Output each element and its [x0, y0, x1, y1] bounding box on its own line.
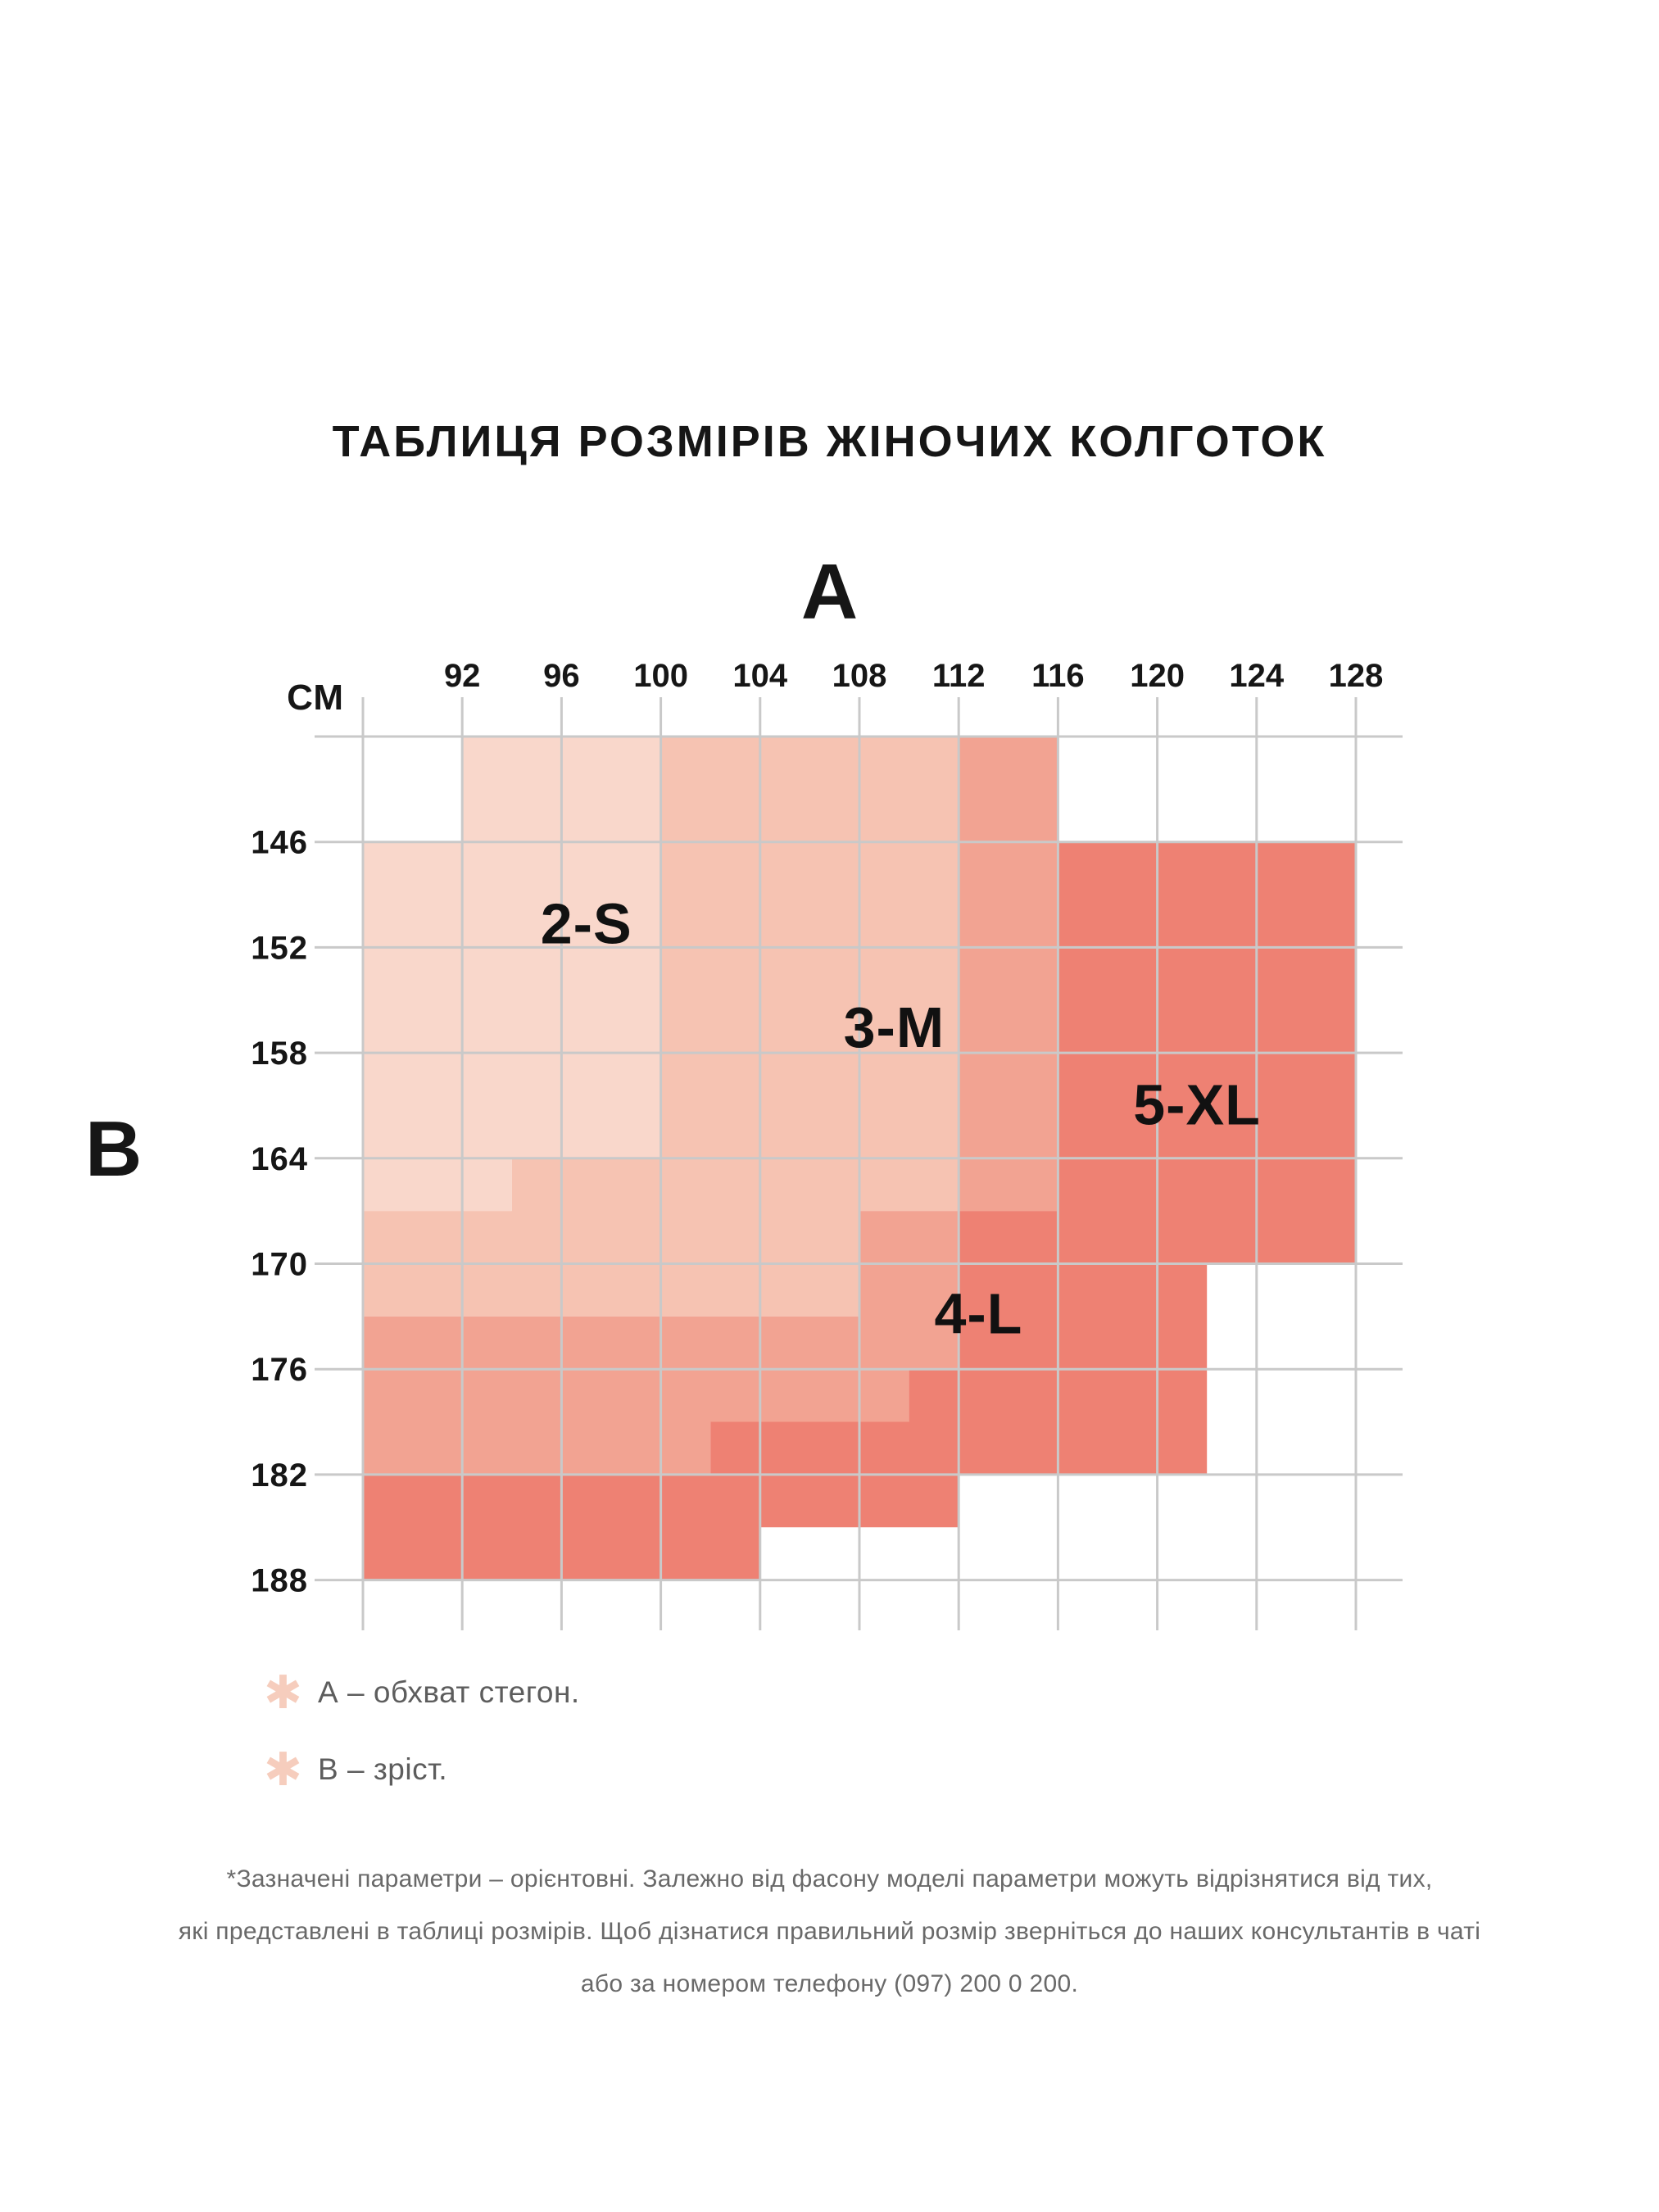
- footnote-line: *Зазначені параметри – орієнтовні. Залеж…: [226, 1865, 1433, 1892]
- b-tick-label: 170: [251, 1247, 308, 1283]
- a-tick-label: 124: [1229, 658, 1284, 694]
- b-tick-label: 176: [251, 1352, 308, 1388]
- legend: ✱ А – обхват стегон. ✱ В – зріст.: [264, 1670, 580, 1824]
- footnote-line: які представлені в таблиці розмірів. Щоб…: [178, 1918, 1481, 1945]
- axis-a-letter: А: [800, 548, 859, 636]
- a-tick-label: 112: [932, 658, 986, 694]
- legend-row-b: ✱ В – зріст.: [264, 1747, 580, 1793]
- size-region-2-S: [363, 737, 661, 1212]
- b-tick-label: 164: [251, 1141, 308, 1177]
- a-tick-label: 92: [444, 658, 481, 694]
- b-tick-label: 182: [251, 1457, 308, 1494]
- a-tick-label: 120: [1130, 658, 1185, 694]
- a-tick-label: 128: [1329, 658, 1384, 694]
- size-region-5-XL: [363, 841, 1356, 1580]
- a-tick-label: 100: [633, 658, 688, 694]
- b-tick-label: 152: [251, 930, 308, 966]
- a-tick-label: 96: [543, 658, 580, 694]
- footnote-line: або за номером телефону (097) 200 0 200.: [580, 1970, 1079, 1997]
- cm-unit-label: СМ: [287, 678, 344, 718]
- size-label-2-S: 2-S: [541, 891, 632, 955]
- a-tick-label: 108: [832, 658, 887, 694]
- a-tick-label: 116: [1031, 658, 1085, 694]
- axis-b-letter: В: [85, 1105, 143, 1193]
- legend-row-a: ✱ А – обхват стегон.: [264, 1670, 580, 1716]
- legend-text-b: В – зріст.: [318, 1752, 448, 1786]
- size-label-4-L: 4-L: [934, 1282, 1022, 1346]
- a-tick-label: 104: [732, 658, 787, 694]
- size-label-3-M: 3-M: [844, 995, 945, 1059]
- asterisk-icon: ✱: [264, 1743, 302, 1795]
- size-region-4-L: [959, 737, 1058, 1212]
- b-tick-label: 158: [251, 1036, 308, 1072]
- b-tick-label: 146: [251, 825, 308, 861]
- asterisk-icon: ✱: [264, 1666, 302, 1718]
- footnote: *Зазначені параметри – орієнтовні. Залеж…: [0, 1853, 1659, 2010]
- size-label-5-XL: 5-XL: [1133, 1072, 1261, 1136]
- b-tick-label: 188: [251, 1563, 308, 1599]
- page-title: ТАБЛИЦЯ РОЗМІРІВ ЖІНОЧИХ КОЛГОТОК: [332, 417, 1327, 466]
- legend-text-a: А – обхват стегон.: [318, 1675, 580, 1709]
